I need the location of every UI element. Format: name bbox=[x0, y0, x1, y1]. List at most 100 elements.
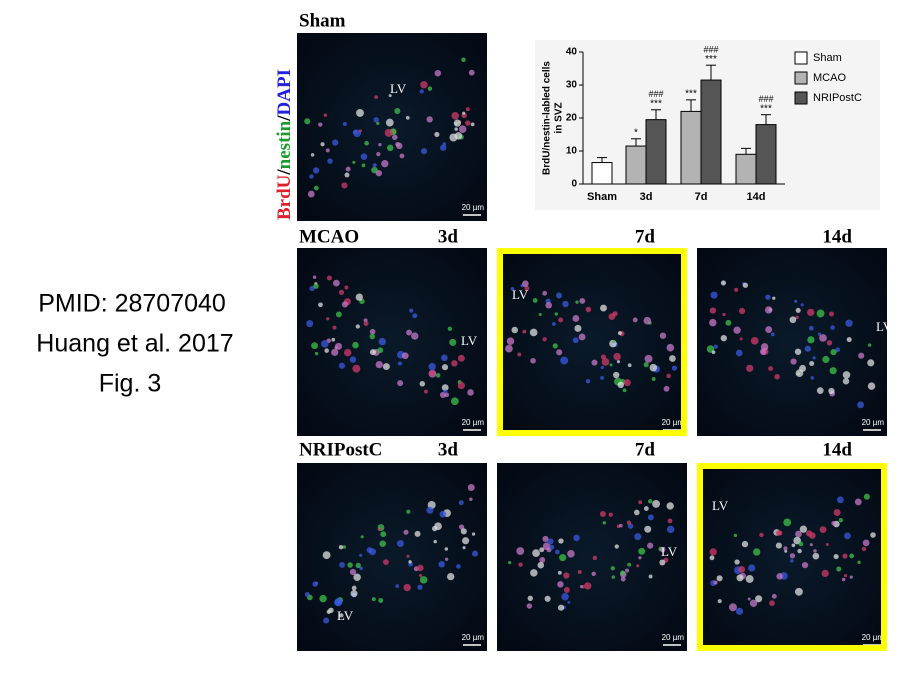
cell-dot bbox=[783, 546, 788, 551]
cell-dot bbox=[557, 581, 564, 588]
cell-dot bbox=[428, 362, 436, 371]
cell-dot bbox=[326, 275, 332, 281]
cell-dot bbox=[544, 595, 551, 602]
cell-dot bbox=[849, 553, 855, 559]
cell-dot bbox=[465, 120, 471, 126]
significance: ### bbox=[703, 45, 718, 55]
cell-dot bbox=[666, 502, 674, 510]
cell-dot bbox=[560, 356, 569, 365]
cell-dot bbox=[388, 94, 392, 98]
cell-dot bbox=[350, 590, 358, 598]
cell-dot bbox=[800, 303, 804, 307]
cell-dot bbox=[434, 522, 442, 531]
cell-dot bbox=[807, 308, 815, 317]
cell-dot bbox=[713, 580, 718, 585]
cell-dot bbox=[405, 115, 410, 120]
cell-dot bbox=[414, 530, 421, 537]
cell-dot bbox=[652, 500, 660, 508]
stain-part: / bbox=[274, 169, 295, 176]
cell-dot bbox=[374, 95, 379, 100]
cell-dot bbox=[307, 190, 315, 198]
cell-dot bbox=[643, 506, 649, 511]
cell-dot bbox=[809, 543, 813, 547]
cell-dot bbox=[399, 153, 405, 159]
cell-dot bbox=[722, 312, 726, 317]
cell-dot bbox=[420, 148, 428, 155]
cell-dot bbox=[471, 550, 479, 557]
cell-dot bbox=[610, 566, 615, 571]
cell-dot bbox=[355, 293, 363, 301]
cell-dot bbox=[577, 570, 582, 574]
cell-dot bbox=[532, 298, 538, 303]
cell-dot bbox=[867, 382, 876, 390]
cell-dot bbox=[617, 331, 622, 336]
cell-dot bbox=[627, 562, 632, 567]
cell-dot bbox=[409, 308, 414, 313]
cell-dot bbox=[324, 348, 329, 353]
cell-dot bbox=[573, 534, 580, 542]
cell-dot bbox=[649, 363, 658, 372]
cell-dot bbox=[450, 397, 459, 406]
cell-dot bbox=[838, 517, 844, 523]
cell-dot bbox=[558, 538, 564, 544]
cell-dot bbox=[795, 307, 801, 313]
cell-dot bbox=[772, 296, 776, 300]
cell-dot bbox=[335, 342, 343, 350]
cell-dot bbox=[380, 531, 387, 538]
cell-dot bbox=[406, 554, 410, 558]
cell-dot bbox=[369, 349, 376, 356]
cell-dot bbox=[612, 340, 616, 344]
cell-dot bbox=[842, 371, 851, 379]
cell-dot bbox=[406, 329, 412, 336]
cell-dot bbox=[440, 144, 447, 151]
cell-dot bbox=[854, 498, 862, 506]
cell-dot bbox=[601, 357, 610, 366]
stain-label: BrdU/nestin/DAPI bbox=[274, 69, 295, 220]
cell-dot bbox=[339, 562, 345, 568]
cell-dot bbox=[462, 537, 470, 545]
cell-dot bbox=[424, 389, 428, 394]
cell-dot bbox=[647, 542, 654, 549]
time-label: 14d bbox=[822, 226, 852, 247]
cell-dot bbox=[522, 329, 527, 334]
cell-dot bbox=[559, 554, 567, 562]
cell-dot bbox=[341, 301, 348, 308]
cell-dot bbox=[438, 561, 445, 568]
cell-dot bbox=[770, 332, 775, 337]
cell-dot bbox=[720, 280, 726, 286]
time-label: 14d bbox=[822, 439, 852, 460]
cell-dot bbox=[338, 362, 346, 369]
cell-dot bbox=[857, 560, 861, 565]
cell-dot bbox=[709, 307, 717, 314]
cell-dot bbox=[725, 319, 732, 326]
cell-dot bbox=[342, 545, 347, 549]
cell-dot bbox=[542, 535, 549, 542]
cell-dot bbox=[709, 548, 717, 556]
cell-dot bbox=[447, 326, 453, 331]
cell-dot bbox=[643, 362, 649, 368]
y-axis-label: in SVZ bbox=[554, 102, 565, 133]
cell-dot bbox=[805, 530, 813, 537]
highlight-frame bbox=[497, 248, 687, 436]
cell-dot bbox=[444, 392, 450, 398]
cell-dot bbox=[760, 343, 769, 351]
cell-dot bbox=[435, 373, 441, 378]
cell-dot bbox=[807, 336, 815, 344]
cell-dot bbox=[353, 573, 361, 581]
cell-dot bbox=[309, 174, 314, 179]
cell-dot bbox=[352, 364, 361, 373]
cell-dot bbox=[465, 107, 470, 112]
cell-dot bbox=[453, 119, 461, 127]
caption-line: Huang et al. 2017 bbox=[36, 330, 233, 358]
scale-label: 20 µm bbox=[462, 203, 485, 212]
cell-dot bbox=[427, 86, 433, 91]
cell-dot bbox=[790, 559, 794, 563]
cell-dot bbox=[351, 585, 357, 591]
cell-dot bbox=[373, 117, 379, 123]
cell-dot bbox=[644, 354, 653, 363]
cell-dot bbox=[462, 546, 466, 550]
cell-dot bbox=[833, 509, 841, 517]
cell-dot bbox=[783, 518, 792, 527]
legend-label: NRIPostC bbox=[813, 92, 862, 104]
cell-dot bbox=[360, 153, 368, 160]
